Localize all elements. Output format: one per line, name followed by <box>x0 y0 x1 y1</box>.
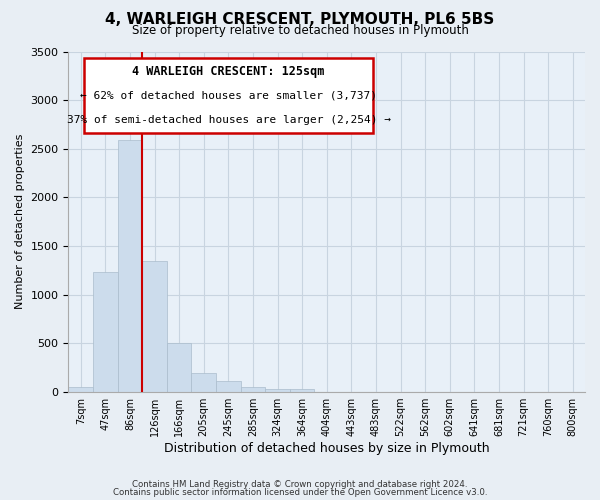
Bar <box>191 372 216 392</box>
Text: 37% of semi-detached houses are larger (2,254) →: 37% of semi-detached houses are larger (… <box>67 115 391 125</box>
Y-axis label: Number of detached properties: Number of detached properties <box>15 134 25 310</box>
Text: Contains HM Land Registry data © Crown copyright and database right 2024.: Contains HM Land Registry data © Crown c… <box>132 480 468 489</box>
Text: ← 62% of detached houses are smaller (3,737): ← 62% of detached houses are smaller (3,… <box>80 91 377 101</box>
Bar <box>265 389 290 392</box>
Text: Size of property relative to detached houses in Plymouth: Size of property relative to detached ho… <box>131 24 469 37</box>
Bar <box>142 260 167 392</box>
Bar <box>241 387 265 392</box>
Bar <box>216 382 241 392</box>
FancyBboxPatch shape <box>84 58 373 133</box>
Text: 4 WARLEIGH CRESCENT: 125sqm: 4 WARLEIGH CRESCENT: 125sqm <box>133 66 325 78</box>
Text: Contains public sector information licensed under the Open Government Licence v3: Contains public sector information licen… <box>113 488 487 497</box>
Bar <box>68 387 93 392</box>
Bar <box>167 344 191 392</box>
Bar <box>290 389 314 392</box>
Bar <box>118 140 142 392</box>
Text: 4, WARLEIGH CRESCENT, PLYMOUTH, PL6 5BS: 4, WARLEIGH CRESCENT, PLYMOUTH, PL6 5BS <box>106 12 494 28</box>
X-axis label: Distribution of detached houses by size in Plymouth: Distribution of detached houses by size … <box>164 442 490 455</box>
Bar <box>93 272 118 392</box>
